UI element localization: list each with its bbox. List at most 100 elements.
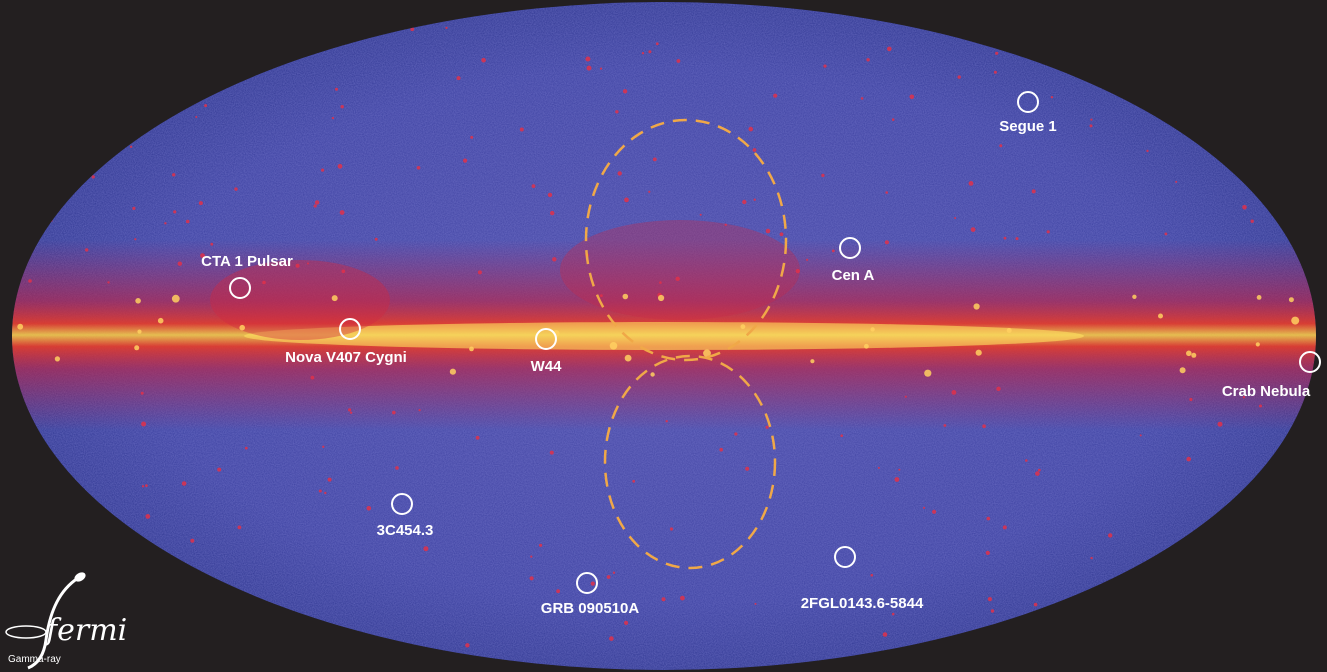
point-source xyxy=(1219,29,1225,35)
point-source xyxy=(924,369,932,377)
point-source xyxy=(1255,342,1260,347)
point-source xyxy=(724,223,727,226)
point-source xyxy=(465,643,470,648)
source-markers: Segue 1 CTA 1 Pulsar Cen A Nova V407 Cygni W… xyxy=(201,91,1321,617)
point-source xyxy=(975,349,982,356)
fermi-bubble-north xyxy=(584,118,788,362)
point-source xyxy=(1175,180,1178,183)
point-source xyxy=(1025,459,1028,462)
point-source xyxy=(149,576,152,580)
source-label: Nova V407 Cygni xyxy=(285,349,407,366)
point-source xyxy=(550,210,555,216)
point-source xyxy=(137,329,142,334)
point-source xyxy=(1296,437,1299,440)
point-source xyxy=(624,354,632,362)
point-source xyxy=(40,519,44,523)
point-source xyxy=(612,571,616,574)
point-source xyxy=(929,645,932,648)
point-source xyxy=(884,240,890,245)
point-source xyxy=(1294,420,1300,426)
point-source xyxy=(239,324,245,331)
point-source xyxy=(1242,205,1247,210)
point-source xyxy=(864,343,869,349)
point-source xyxy=(22,644,27,648)
point-source xyxy=(469,346,474,352)
point-source xyxy=(132,206,136,210)
point-source xyxy=(23,411,26,414)
point-source xyxy=(954,217,957,219)
plane-core xyxy=(244,322,1084,350)
point-source xyxy=(891,118,895,121)
point-source xyxy=(331,116,335,120)
point-source xyxy=(22,155,27,161)
point-source xyxy=(752,148,757,152)
point-source xyxy=(314,200,320,205)
source-circle xyxy=(839,237,861,259)
point-source xyxy=(986,516,991,521)
point-source xyxy=(898,468,901,471)
logo-orbit xyxy=(5,625,47,639)
source-circle xyxy=(535,328,557,350)
point-source xyxy=(128,114,132,118)
point-source xyxy=(449,368,456,375)
point-source xyxy=(754,602,757,605)
logo: fermi Gamma-ray xyxy=(5,572,127,670)
point-source xyxy=(779,232,784,237)
point-source xyxy=(141,421,147,427)
point-source xyxy=(821,173,825,178)
point-source xyxy=(125,53,129,56)
source-circle xyxy=(834,546,856,568)
point-source xyxy=(17,323,24,330)
point-source xyxy=(49,218,53,222)
point-source xyxy=(52,146,56,150)
point-source xyxy=(119,579,124,584)
point-source xyxy=(195,116,198,118)
point-source xyxy=(624,197,629,203)
point-source xyxy=(374,237,378,241)
point-source xyxy=(547,192,553,198)
fermi-bubble-south xyxy=(603,354,777,570)
point-source xyxy=(1276,124,1279,127)
point-source xyxy=(1033,602,1038,607)
point-source xyxy=(198,201,203,206)
point-source xyxy=(21,140,26,145)
point-source xyxy=(262,280,266,285)
point-source xyxy=(606,575,611,579)
point-source xyxy=(795,269,800,274)
source-label: GRB 090510A xyxy=(541,600,640,617)
point-source xyxy=(445,26,448,29)
point-source xyxy=(42,127,45,131)
point-source xyxy=(234,187,238,191)
point-source xyxy=(107,281,110,284)
source-circle xyxy=(1299,351,1321,373)
point-source xyxy=(652,157,657,162)
point-source xyxy=(990,609,995,613)
point-source xyxy=(585,56,591,62)
point-source xyxy=(1089,124,1093,128)
point-source xyxy=(327,477,332,482)
point-source xyxy=(145,514,151,519)
point-source xyxy=(1204,71,1207,75)
point-source xyxy=(475,435,480,440)
point-source xyxy=(1217,421,1223,427)
point-source xyxy=(1259,404,1262,408)
point-source xyxy=(617,171,622,176)
point-source xyxy=(987,597,993,602)
point-source xyxy=(340,105,344,109)
point-source xyxy=(885,191,888,194)
point-source xyxy=(1307,18,1310,21)
point-source xyxy=(659,281,662,284)
point-source xyxy=(609,636,614,641)
point-source xyxy=(765,228,771,234)
logo-swoosh xyxy=(27,576,79,670)
point-source xyxy=(734,432,738,436)
cygnus-glow xyxy=(210,260,390,340)
point-source xyxy=(870,327,875,332)
point-source xyxy=(745,466,750,471)
point-source xyxy=(173,210,177,214)
point-source xyxy=(392,410,396,415)
point-source xyxy=(622,293,629,300)
point-source xyxy=(1291,316,1300,325)
